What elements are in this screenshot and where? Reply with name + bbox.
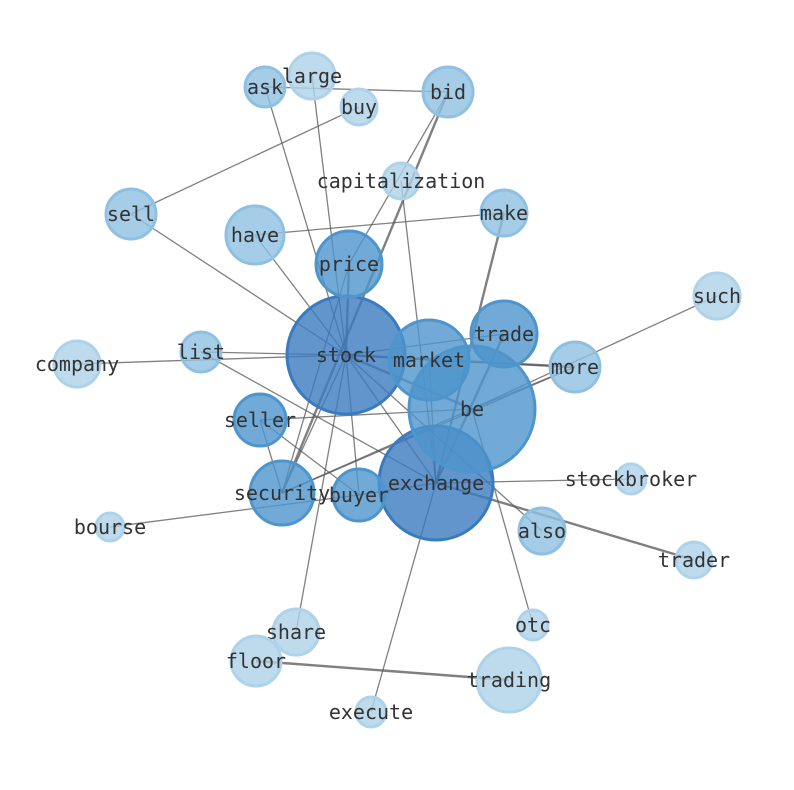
node-circle xyxy=(354,695,388,729)
node-label: floor xyxy=(226,649,286,673)
node-sell[interactable]: sell xyxy=(104,187,158,241)
node-label: buy xyxy=(341,95,377,119)
node-label: trade xyxy=(474,322,534,346)
node-label: otc xyxy=(515,613,551,637)
node-label: have xyxy=(231,223,279,247)
node-circle xyxy=(548,340,602,394)
node-circle xyxy=(516,608,550,642)
node-label: bid xyxy=(430,80,466,104)
node-label: make xyxy=(480,201,528,225)
edge-bourse-buyer xyxy=(109,494,360,528)
node-circle xyxy=(179,330,223,374)
edge-buy-sell xyxy=(130,106,360,215)
node-circle xyxy=(104,187,158,241)
node-label: exchange xyxy=(388,471,484,495)
edge-floor-trading xyxy=(255,659,510,682)
node-more[interactable]: more xyxy=(548,340,602,394)
node-circle xyxy=(52,339,102,389)
node-trade[interactable]: trade xyxy=(469,299,539,369)
node-capitalization[interactable]: capitalization xyxy=(317,161,486,201)
node-circle xyxy=(517,506,567,556)
node-label: seller xyxy=(224,408,296,432)
node-security[interactable]: security xyxy=(234,459,330,527)
node-circle xyxy=(692,271,742,321)
node-label: trader xyxy=(658,548,730,572)
nodes: stockexchangebemarketpricetradesecurityb… xyxy=(35,51,742,729)
node-trading[interactable]: trading xyxy=(467,646,551,714)
node-stockbroker[interactable]: stockbroker xyxy=(565,462,697,496)
node-label: such xyxy=(693,284,741,308)
node-otc[interactable]: otc xyxy=(515,608,551,642)
node-such[interactable]: such xyxy=(692,271,742,321)
node-circle xyxy=(469,299,539,369)
node-share[interactable]: share xyxy=(266,607,326,657)
node-circle xyxy=(229,634,283,688)
node-circle xyxy=(271,607,321,657)
node-label: ask xyxy=(247,75,283,99)
node-circle xyxy=(674,540,714,580)
node-label: trading xyxy=(467,668,551,692)
node-buyer[interactable]: buyer xyxy=(329,467,389,523)
node-market[interactable]: market xyxy=(387,318,471,402)
node-label: company xyxy=(35,352,119,376)
node-label: stockbroker xyxy=(565,467,697,491)
node-circle xyxy=(243,65,287,109)
node-label: execute xyxy=(329,700,413,724)
node-circle xyxy=(314,229,384,299)
node-label: capitalization xyxy=(317,169,486,193)
node-company[interactable]: company xyxy=(35,339,119,389)
node-ask[interactable]: ask xyxy=(243,65,287,109)
node-also[interactable]: also xyxy=(517,506,567,556)
node-floor[interactable]: floor xyxy=(226,634,286,688)
node-label: buyer xyxy=(329,483,389,507)
node-circle xyxy=(475,646,543,714)
node-execute[interactable]: execute xyxy=(329,695,413,729)
node-make[interactable]: make xyxy=(479,188,529,238)
node-label: market xyxy=(393,348,465,372)
node-circle xyxy=(339,87,379,127)
node-circle xyxy=(331,467,387,523)
edge-have-make xyxy=(254,212,505,236)
node-circle xyxy=(381,161,421,201)
node-label: share xyxy=(266,620,326,644)
node-label: price xyxy=(319,252,379,276)
node-circle xyxy=(287,51,337,101)
node-trader[interactable]: trader xyxy=(658,540,730,580)
node-list[interactable]: list xyxy=(177,330,225,374)
node-circle xyxy=(224,204,286,266)
node-circle xyxy=(94,511,126,543)
node-label: also xyxy=(518,519,566,543)
node-stock[interactable]: stock xyxy=(285,294,407,416)
node-circle xyxy=(421,65,475,119)
node-label: bourse xyxy=(74,515,146,539)
node-label: list xyxy=(177,340,225,364)
node-buy[interactable]: buy xyxy=(339,87,379,127)
node-label: security xyxy=(234,481,330,505)
node-have[interactable]: have xyxy=(224,204,286,266)
node-label: sell xyxy=(107,202,155,226)
node-seller[interactable]: seller xyxy=(224,392,296,448)
node-circle xyxy=(232,392,288,448)
node-large[interactable]: large xyxy=(282,51,342,101)
node-price[interactable]: price xyxy=(314,229,384,299)
node-label: stock xyxy=(316,343,376,367)
node-label: large xyxy=(282,64,342,88)
node-circle xyxy=(387,318,471,402)
node-label: more xyxy=(551,355,599,379)
node-bourse[interactable]: bourse xyxy=(74,511,146,543)
node-circle xyxy=(248,459,316,527)
node-circle xyxy=(479,188,529,238)
node-label: be xyxy=(460,397,484,421)
node-circle xyxy=(614,462,648,496)
node-bid[interactable]: bid xyxy=(421,65,475,119)
